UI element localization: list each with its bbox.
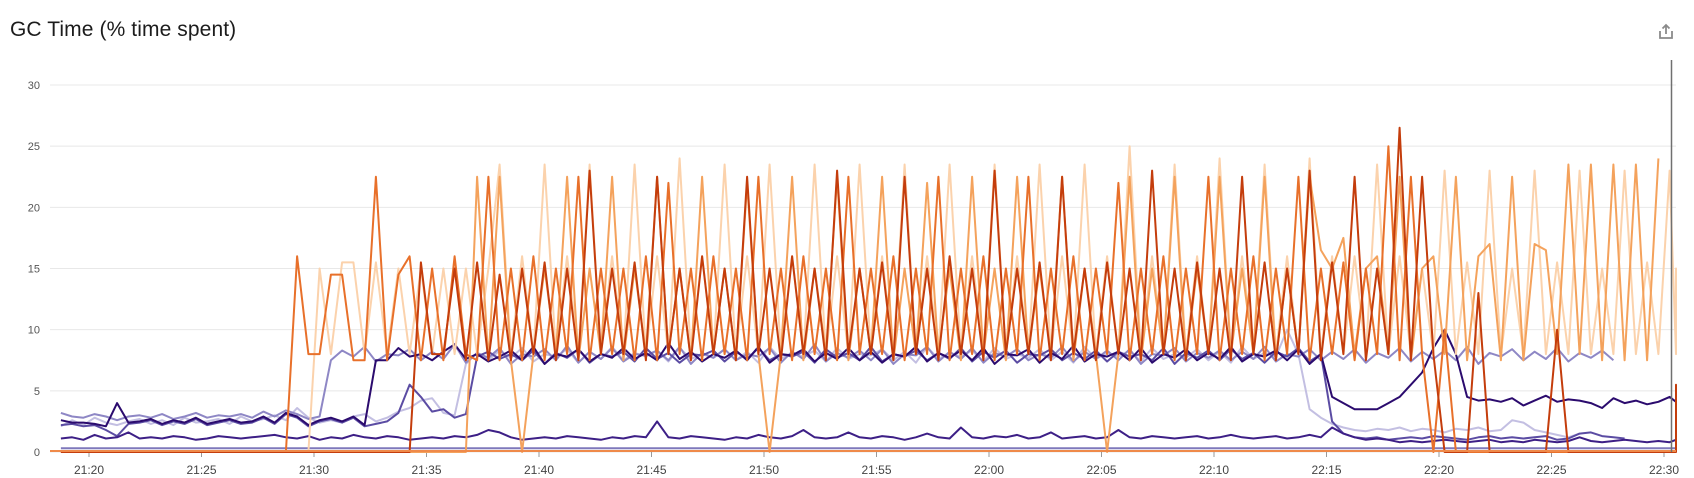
x-tick-label: 21:55 [861,463,891,477]
x-tick-label: 22:00 [974,463,1004,477]
y-tick-label: 25 [28,141,40,153]
y-tick-label: 0 [34,447,40,459]
chart-title: GC Time (% time spent) [10,18,237,41]
x-tick-label: 22:20 [1424,463,1454,477]
series-line-purple [60,345,1625,441]
x-tick-label: 22:05 [1086,463,1116,477]
series-line-deep-indigo [60,328,1677,428]
series-line-orange [60,145,1676,453]
x-tick-label: 22:25 [1536,463,1566,477]
x-axis-ticks: 21:20 21:25 21:30 21:35 21:40 21:45 21:50 21:55… [74,452,1679,477]
x-tick-label: 22:10 [1199,463,1229,477]
series-line-peach [60,145,1677,453]
x-tick-label: 22:15 [1311,463,1341,477]
x-tick-label: 21:30 [299,463,329,477]
x-tick-label: 21:25 [186,463,216,477]
y-tick-label: 30 [28,80,40,92]
series-lines [50,126,1677,453]
y-tick-label: 10 [28,325,40,337]
x-tick-label: 21:20 [74,463,104,477]
x-tick-label: 21:50 [749,463,779,477]
y-tick-label: 15 [28,264,40,276]
y-gridlines [50,84,1676,453]
share-export-icon[interactable] [1656,22,1676,42]
y-tick-label: 20 [28,202,40,214]
x-tick-label: 21:40 [524,463,554,477]
y-tick-label: 5 [34,386,40,398]
series-line-low-indigo [60,420,1677,444]
x-tick-label: 22:30 [1649,463,1679,477]
y-axis-ticks: 0 5 10 15 20 25 30 [28,80,40,459]
x-tick-label: 21:35 [411,463,441,477]
x-tick-label: 21:45 [636,463,666,477]
series-line-pale-lavender [60,328,1580,439]
